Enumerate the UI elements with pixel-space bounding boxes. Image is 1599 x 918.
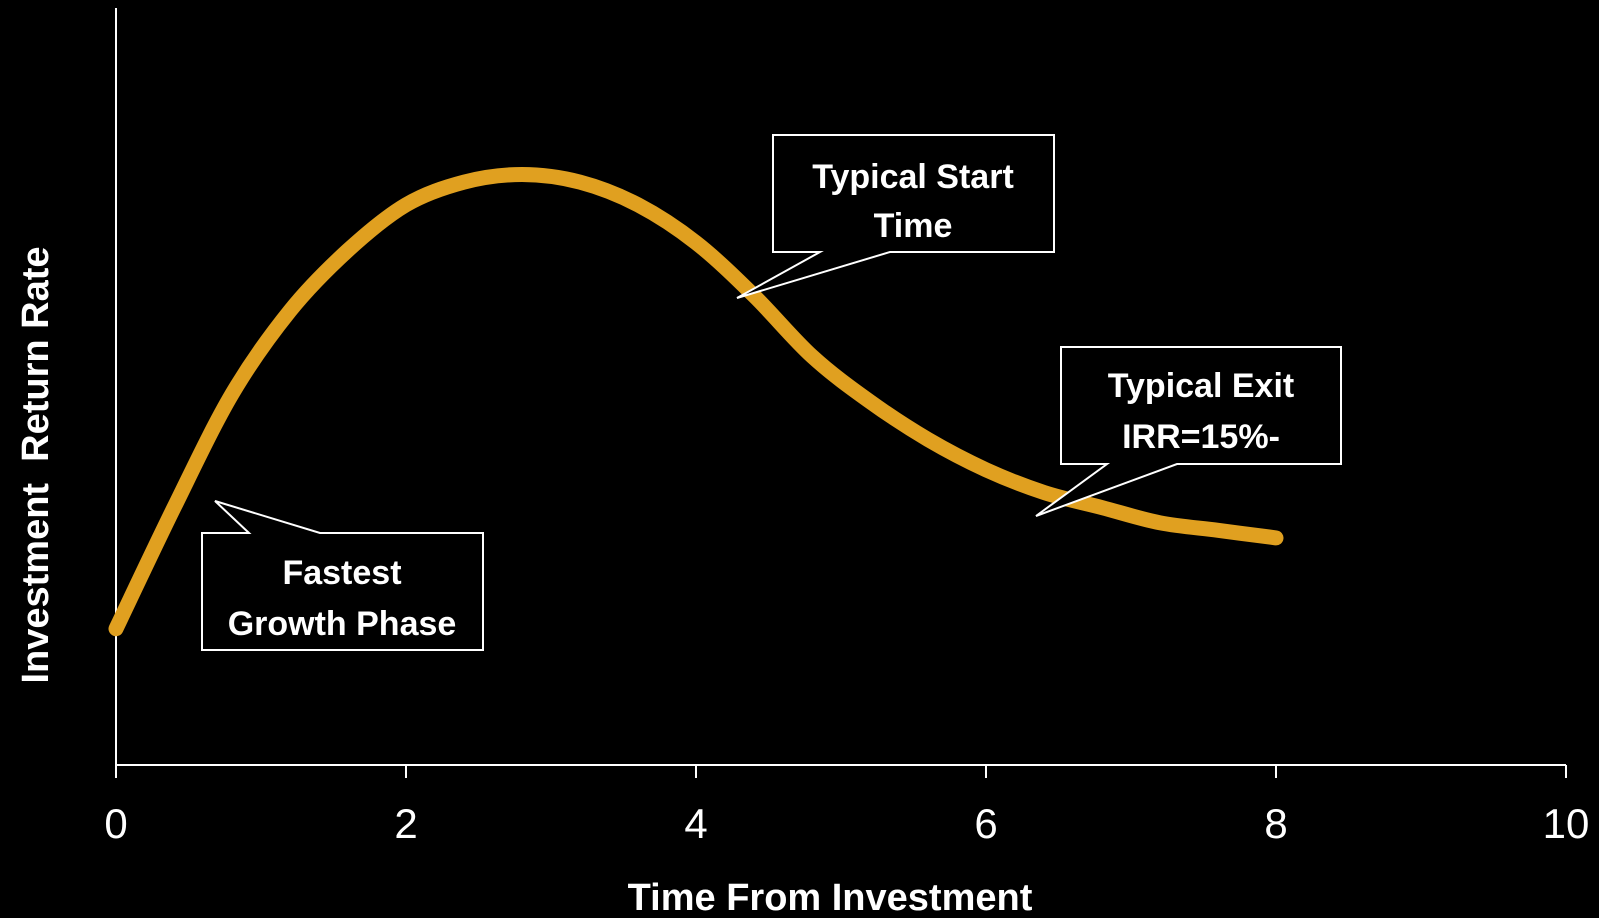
x-tick-labels: 0 2 4 6 8 10 (104, 800, 1589, 847)
x-tick-label: 0 (104, 800, 127, 847)
callout-box (201, 500, 484, 651)
x-tick-label: 6 (974, 800, 997, 847)
x-tick-label: 4 (684, 800, 707, 847)
x-ticks (115, 765, 1567, 778)
callout-line: Growth Phase (228, 605, 457, 643)
callouts: Typical Start Time Typical Exit IRR=15%-… (201, 134, 1342, 651)
callout-typical-start-time: Typical Start Time (736, 134, 1055, 299)
callout-box (1035, 346, 1342, 517)
callout-line: Typical Start (812, 158, 1014, 196)
callout-line: Time (874, 207, 953, 245)
y-axis-title: Investment Return Rate (15, 246, 57, 683)
x-tick-label: 2 (394, 800, 417, 847)
x-tick-label: 10 (1543, 800, 1590, 847)
callout-box (736, 134, 1055, 299)
callout-line: Fastest (282, 554, 401, 592)
callout-line: Typical Exit (1108, 367, 1294, 405)
x-tick-label: 8 (1264, 800, 1287, 847)
series-line (108, 167, 1284, 637)
axes (115, 8, 1566, 766)
callout-typical-exit: Typical Exit IRR=15%- (1035, 346, 1342, 517)
callout-line: IRR=15%- (1122, 418, 1280, 456)
callout-fastest-growth-phase: Fastest Growth Phase (201, 500, 484, 651)
x-axis-title: Time From Investment (628, 877, 1033, 918)
